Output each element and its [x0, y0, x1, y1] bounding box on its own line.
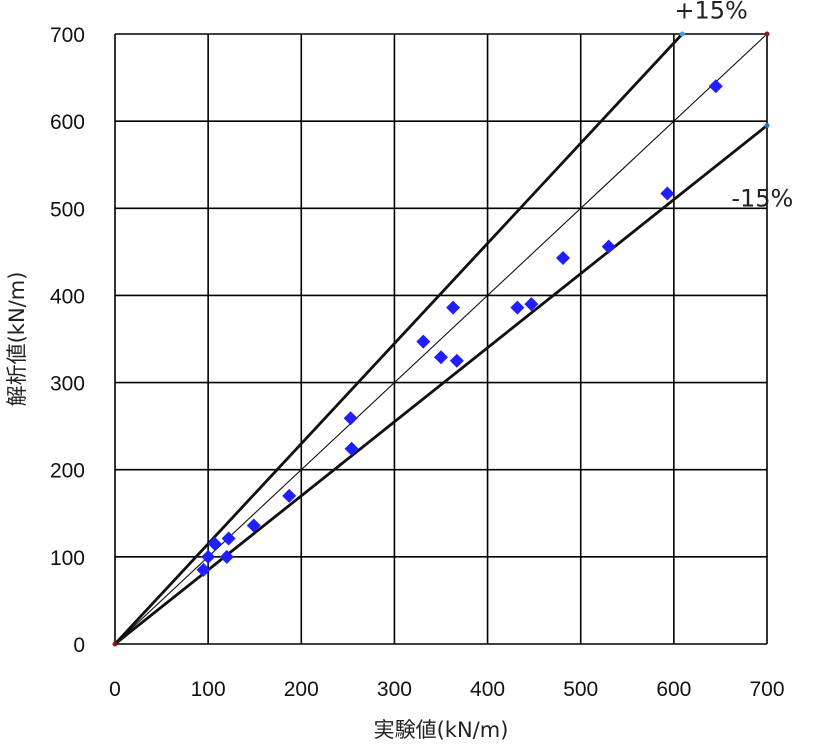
data-point — [207, 536, 222, 551]
y-tick-label: 400 — [50, 285, 85, 308]
origin-mark — [112, 641, 118, 647]
x-tick-label: 600 — [656, 678, 691, 701]
reference-line — [114, 124, 768, 646]
data-point — [601, 239, 616, 254]
data-point — [660, 186, 675, 201]
y-tick-label: 300 — [50, 373, 85, 396]
y-tick-label: 500 — [50, 198, 85, 221]
x-tick-label: 700 — [749, 678, 784, 701]
x-axis-label: 実験値(kN/m) — [374, 718, 509, 742]
y-tick-label: 700 — [50, 24, 85, 47]
x-tick-label: 300 — [377, 678, 412, 701]
tick-labels: 0 100 200 300 400 500 600 700 0 100 200 300 400 500 60… — [50, 24, 785, 701]
data-point — [344, 441, 359, 456]
data-point — [201, 549, 216, 564]
data-point — [196, 562, 211, 577]
data-point — [708, 79, 723, 94]
data-points — [196, 79, 723, 577]
reference-line-end-mark — [764, 123, 770, 128]
y-tick-label: 0 — [73, 634, 85, 657]
x-tick-label: 0 — [109, 678, 121, 701]
reference-line — [114, 33, 768, 645]
data-point — [446, 300, 461, 315]
data-point — [416, 334, 431, 349]
reference-line — [113, 33, 684, 645]
data-point — [221, 531, 236, 546]
x-tick-label: 100 — [191, 678, 226, 701]
data-point — [434, 350, 448, 365]
line-annotation: -15% — [731, 185, 793, 213]
y-tick-label: 200 — [50, 460, 85, 483]
x-tick-label: 400 — [470, 678, 505, 701]
y-tick-label: 100 — [50, 547, 85, 570]
data-point — [343, 411, 358, 426]
reference-line-end-mark — [764, 31, 770, 37]
y-tick-label: 600 — [50, 111, 85, 134]
line-annotation: +15% — [674, 0, 747, 24]
data-point — [524, 297, 539, 312]
data-point — [282, 488, 297, 503]
data-point — [449, 353, 464, 368]
data-point — [219, 549, 234, 564]
annotations: +15% -15% — [674, 0, 793, 213]
reference-line-end-mark — [679, 31, 685, 37]
y-axis-label: 解析値(kN/m) — [5, 272, 29, 407]
x-tick-label: 500 — [563, 678, 598, 701]
data-point — [246, 518, 261, 533]
data-point — [556, 250, 571, 265]
x-tick-label: 200 — [284, 678, 319, 701]
data-point — [510, 300, 525, 315]
